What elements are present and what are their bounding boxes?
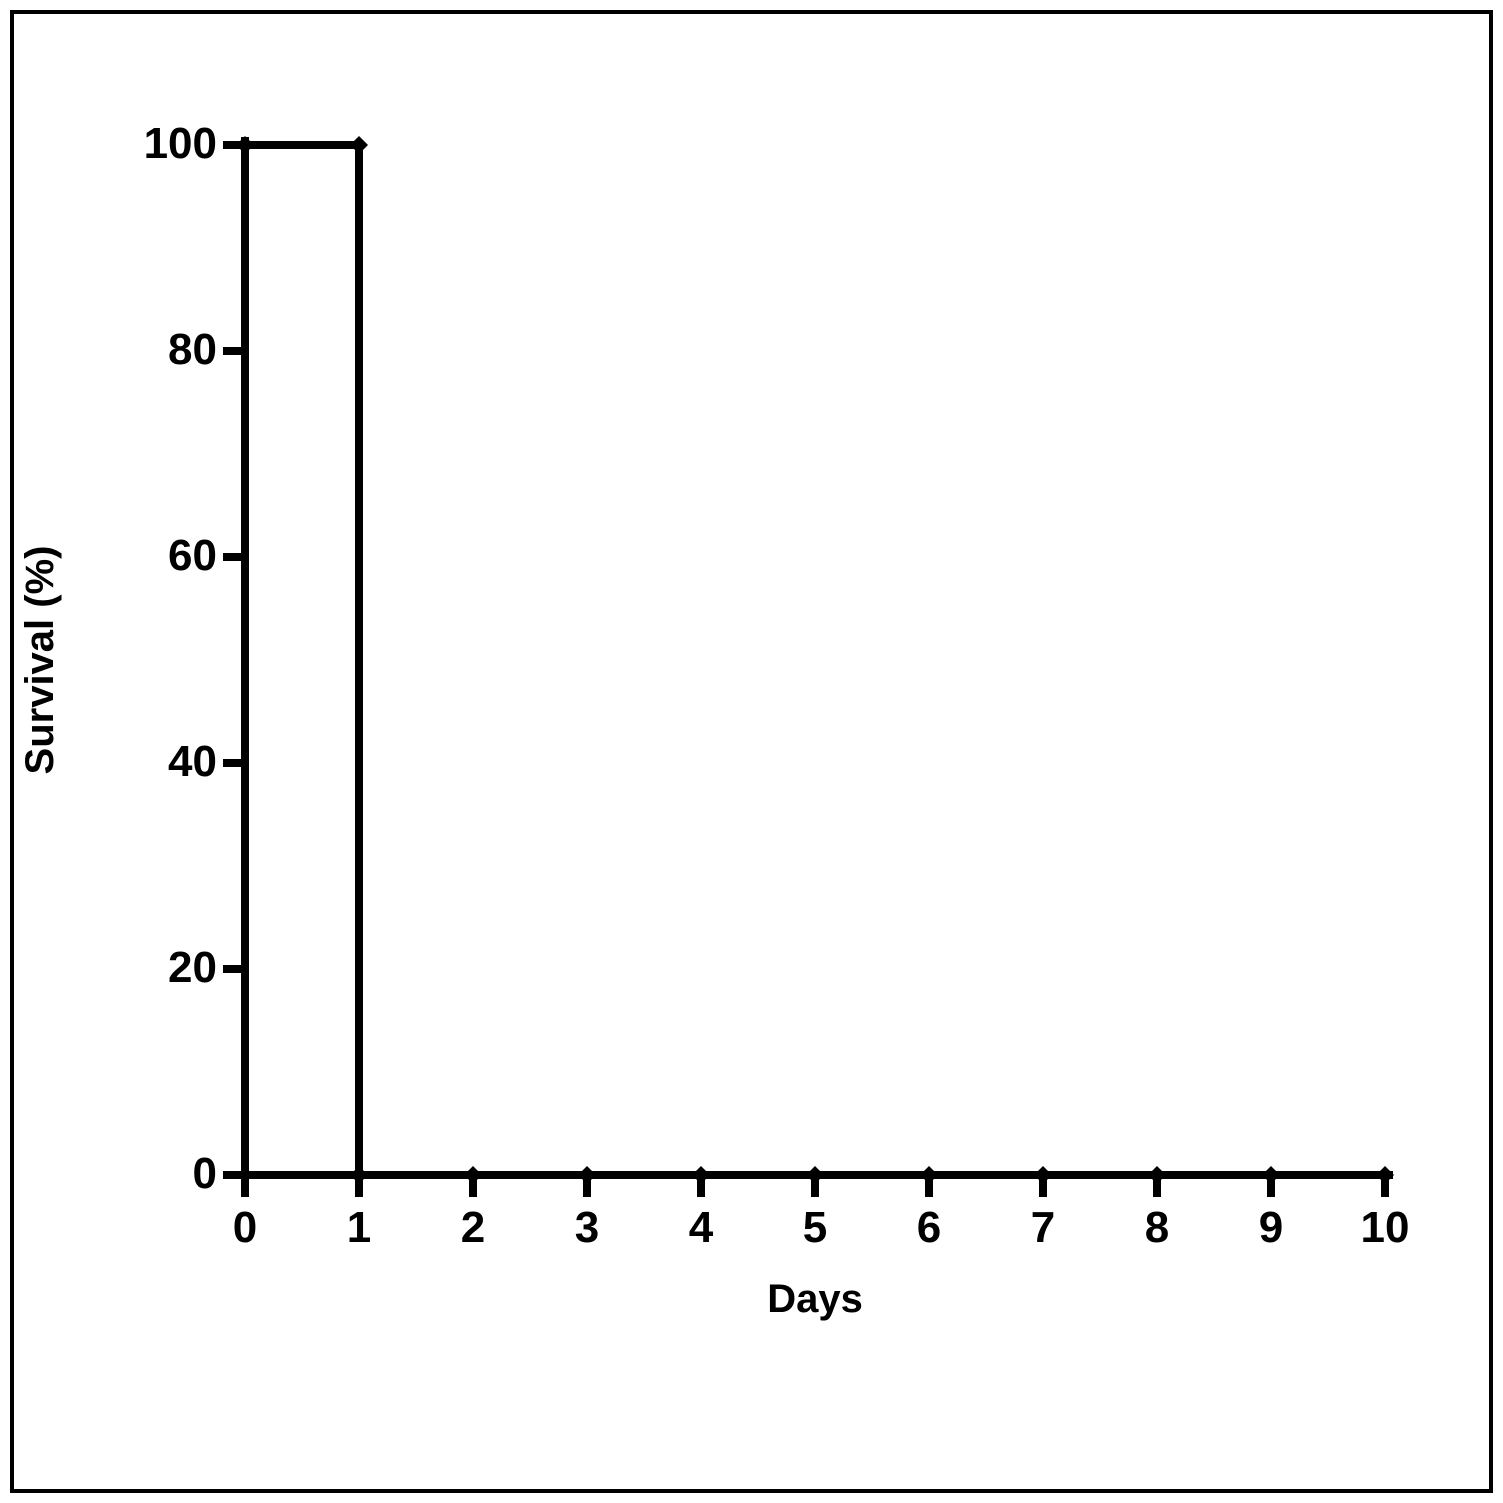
y-tick-label: 60 (117, 531, 217, 581)
survival-line (245, 145, 1385, 1175)
data-marker (920, 1166, 938, 1184)
data-marker (1376, 1166, 1394, 1184)
data-marker (236, 136, 254, 154)
data-marker (1148, 1166, 1166, 1184)
x-tick-label: 3 (547, 1203, 627, 1253)
x-tick-label: 6 (889, 1203, 969, 1253)
data-marker (350, 136, 368, 154)
x-tick-label: 0 (205, 1203, 285, 1253)
data-marker (578, 1166, 596, 1184)
x-tick-label: 7 (1003, 1203, 1083, 1253)
data-marker (806, 1166, 824, 1184)
y-tick-label: 40 (117, 737, 217, 787)
x-tick-label: 8 (1117, 1203, 1197, 1253)
y-tick-label: 0 (117, 1149, 217, 1199)
y-axis-label: Survival (%) (20, 460, 60, 860)
y-tick-label: 100 (117, 119, 217, 169)
x-tick-label: 2 (433, 1203, 513, 1253)
y-tick-label: 80 (117, 325, 217, 375)
data-marker (350, 1166, 368, 1184)
x-axis-label: Days (715, 1277, 915, 1322)
y-tick-label: 20 (117, 943, 217, 993)
x-tick-label: 5 (775, 1203, 855, 1253)
data-marker (1034, 1166, 1052, 1184)
data-marker (692, 1166, 710, 1184)
x-tick-label: 1 (319, 1203, 399, 1253)
data-marker (464, 1166, 482, 1184)
x-tick-label: 4 (661, 1203, 741, 1253)
x-tick-label: 10 (1345, 1203, 1425, 1253)
x-tick-label: 9 (1231, 1203, 1311, 1253)
data-marker (1262, 1166, 1280, 1184)
